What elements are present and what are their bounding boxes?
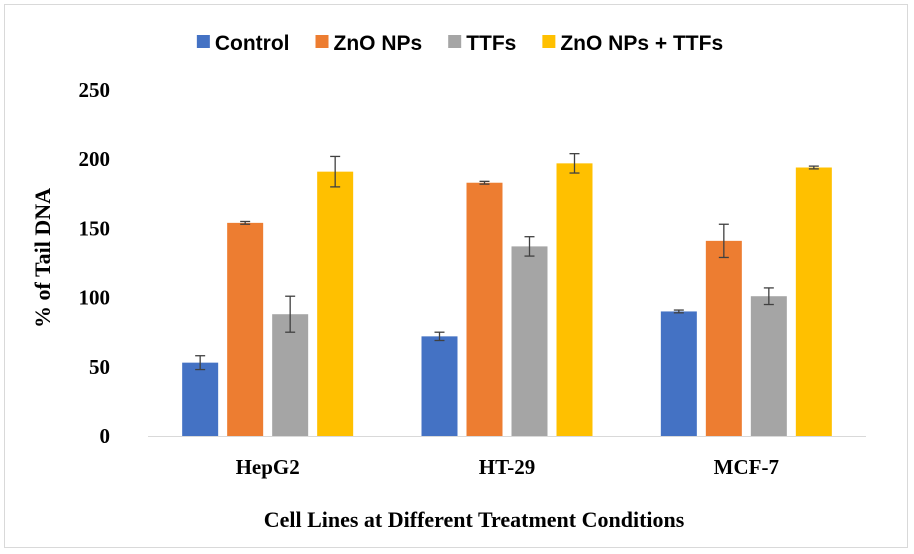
x-tick-label: MCF-7: [714, 455, 779, 479]
legend-swatch: [448, 35, 462, 48]
error-bar: [808, 165, 819, 170]
error-bar: [569, 153, 580, 174]
error-bar: [330, 155, 341, 188]
bar-zno-nps-hepg2: [227, 222, 264, 436]
error-bar: [285, 295, 296, 333]
x-tick-label: HepG2: [236, 455, 300, 479]
y-tick-label: 250: [79, 78, 111, 102]
bar-zno-nps-ttfs-mcf-7: [795, 167, 832, 436]
legend-swatch: [542, 35, 556, 48]
legend-item-control: Control: [196, 32, 290, 55]
y-tick-label: 150: [79, 216, 111, 240]
legend-item-zno-nps: ZnO NPs: [315, 32, 423, 55]
bar-control-mcf-7: [660, 311, 697, 436]
y-tick-label: 200: [79, 147, 111, 171]
bar-control-hepg2: [182, 362, 219, 436]
y-axis-label: % of Tail DNA: [30, 188, 55, 328]
y-tick-label: 50: [89, 355, 110, 379]
legend: Control ZnO NPs TTFs ZnO NPs + TTFs: [196, 32, 723, 55]
legend-item-zno-nps-ttfs: ZnO NPs + TTFs: [542, 32, 723, 55]
error-bar: [434, 331, 445, 342]
error-bar: [763, 287, 774, 306]
error-bar: [673, 309, 684, 314]
legend-label: ZnO NPs + TTFs: [560, 32, 723, 55]
legend-swatch: [315, 35, 329, 48]
legend-label: ZnO NPs: [334, 32, 423, 55]
bar-ttfs-ht-29: [511, 246, 548, 436]
error-bar: [718, 223, 729, 259]
bars: [182, 153, 832, 437]
error-bar: [524, 236, 535, 257]
legend-item-ttfs: TTFs: [448, 32, 516, 55]
y-tick-label: 100: [79, 286, 111, 310]
bar-ttfs-mcf-7: [750, 296, 787, 436]
bar-zno-nps-ht-29: [466, 182, 503, 436]
error-bar: [479, 180, 490, 185]
chart-frame: [4, 4, 908, 548]
bar-zno-nps-mcf-7: [705, 240, 742, 436]
legend-swatch: [196, 35, 210, 48]
legend-label: TTFs: [466, 32, 516, 55]
legend-label: Control: [215, 32, 290, 55]
y-axis-ticks: 0 50 100 150 200 250: [79, 78, 111, 448]
error-bar: [195, 355, 206, 371]
bar-ttfs-hepg2: [272, 314, 309, 436]
bar-zno-nps-ttfs-ht-29: [556, 163, 593, 437]
bar-control-ht-29: [421, 336, 458, 436]
x-axis-label: Cell Lines at Different Treatment Condit…: [264, 507, 685, 532]
y-tick-label: 0: [100, 424, 111, 448]
x-axis: HepG2 HT-29 MCF-7: [148, 436, 866, 479]
x-tick-label: HT-29: [479, 455, 535, 479]
bar-zno-nps-ttfs-hepg2: [317, 171, 354, 436]
error-bar: [240, 220, 251, 225]
